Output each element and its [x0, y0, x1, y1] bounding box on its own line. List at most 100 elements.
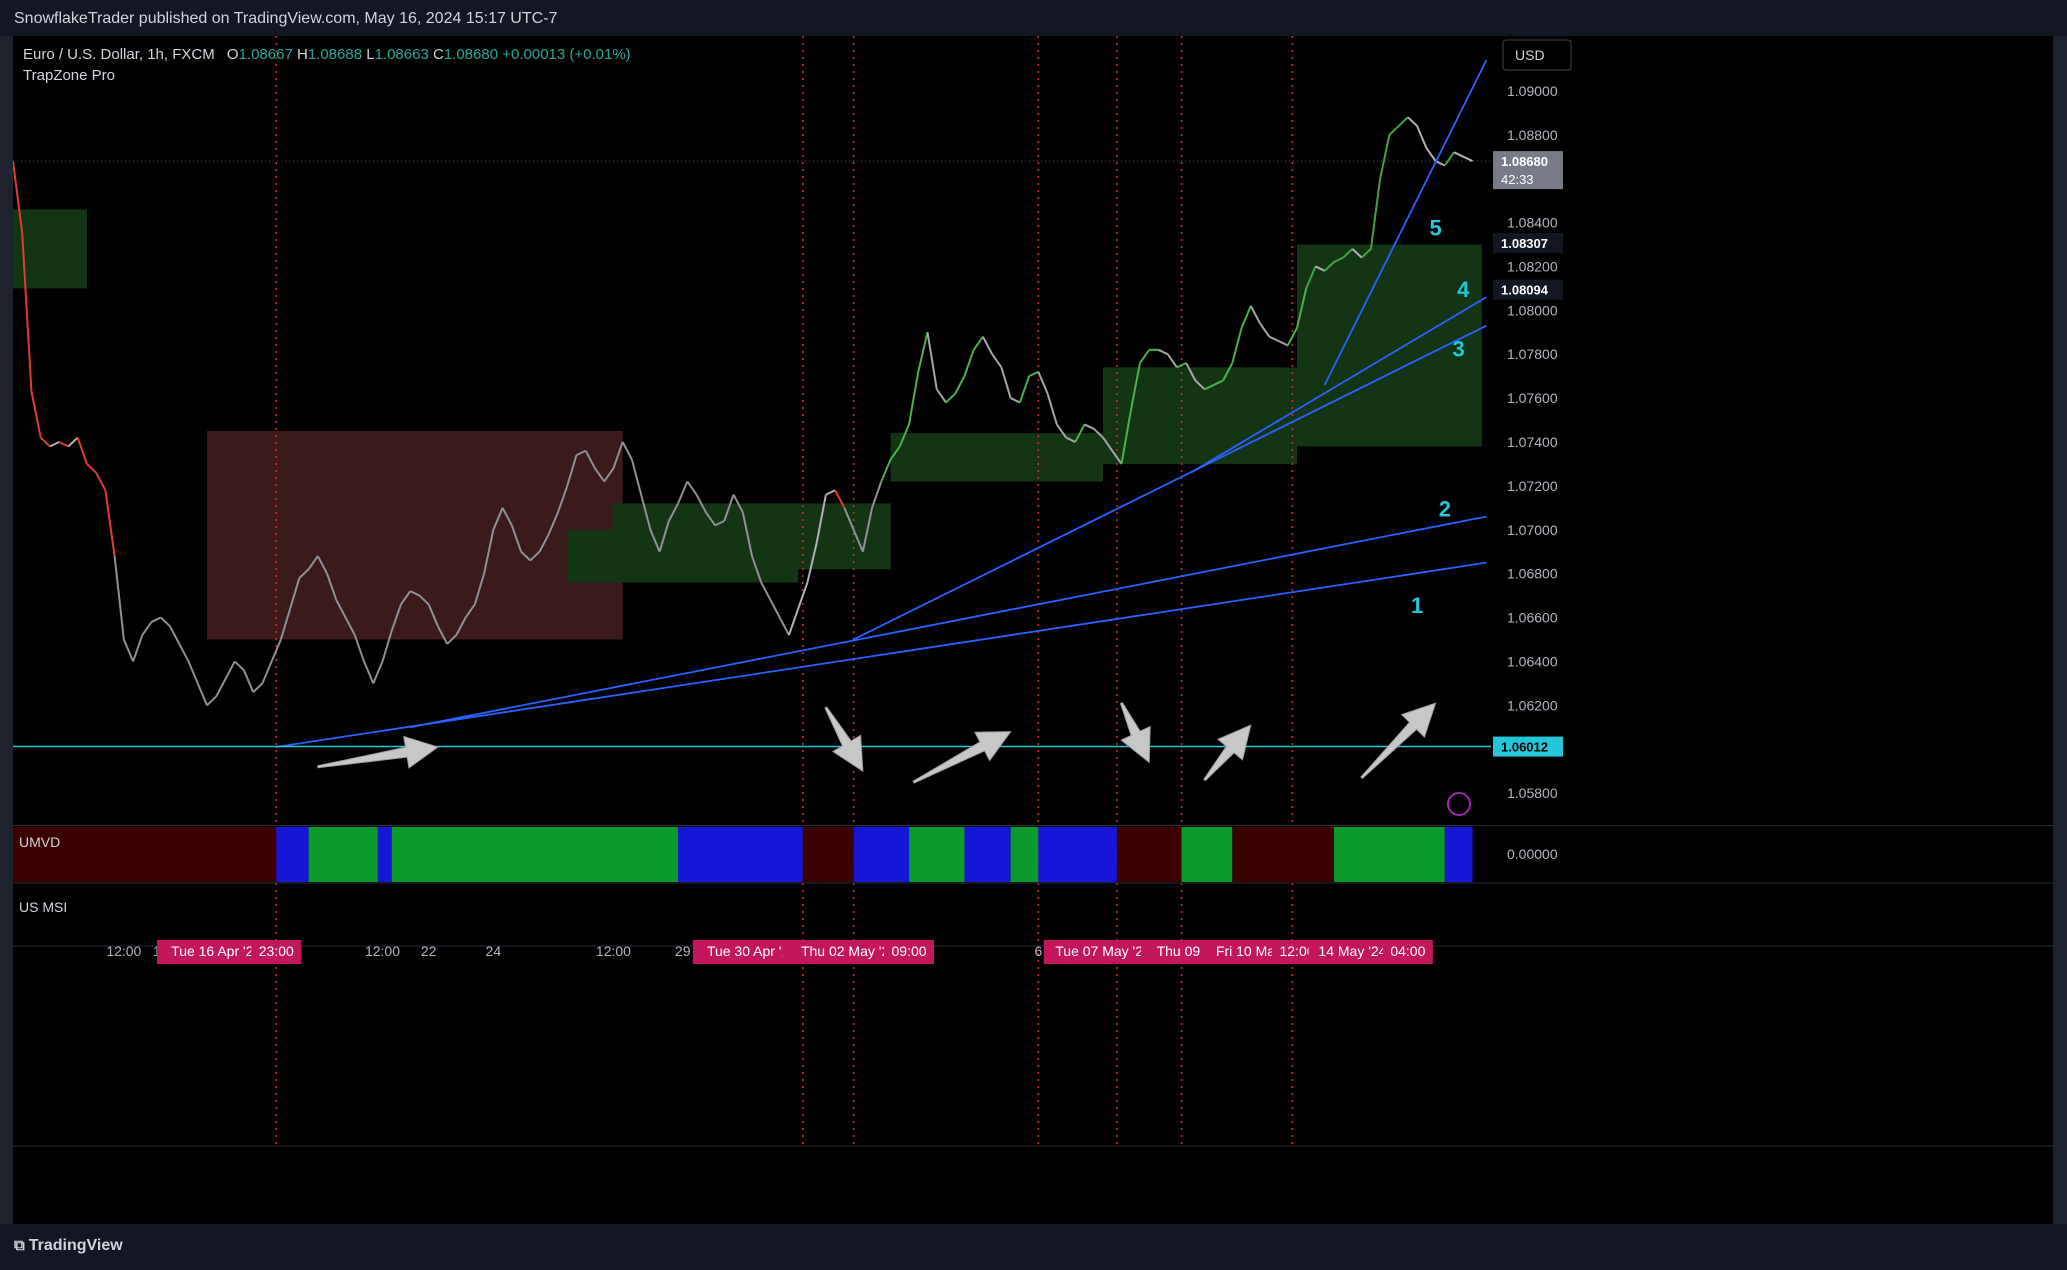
price-chart[interactable]: 1 2 3 4 5 1.09000 1.08800 1.08400 1.08200 1.08000…: [13, 36, 2053, 1224]
symbol-name[interactable]: Euro / U.S. Dollar, 1h, FXCM: [23, 46, 215, 63]
price-segment-5: [49, 441, 60, 448]
price-segment-57: [529, 550, 541, 562]
y-tick-11: 1.06600: [1507, 610, 1558, 626]
price-segment-40: [372, 661, 384, 684]
price-segment-152: [1407, 116, 1418, 127]
price-segment-147: [1360, 248, 1372, 259]
price-segment-155: [1435, 160, 1446, 167]
trendline-5: [1323, 59, 1488, 386]
price-segment-145: [1342, 248, 1354, 259]
price-segment-30: [279, 608, 292, 640]
y-tick-9: 1.07000: [1507, 522, 1558, 538]
price-segment-126: [1166, 353, 1178, 368]
price-segment-141: [1305, 266, 1317, 289]
publisher-text: SnowflakeTrader published on TradingView…: [14, 10, 558, 27]
open-label: O: [226, 46, 239, 63]
price-segment-139: [1286, 327, 1298, 346]
wave-label-5: 5: [1429, 216, 1441, 241]
price-segment-131: [1213, 379, 1224, 386]
price-segment-138: [1278, 340, 1289, 347]
price-segment-89: [825, 489, 836, 496]
price-segment-1: [13, 160, 24, 234]
price-segment-144: [1333, 256, 1344, 263]
y-tick-10: 1.06800: [1507, 566, 1558, 582]
price-segment-32: [298, 568, 310, 579]
close-label: C: [432, 46, 444, 63]
tradingview-brand[interactable]: ⧉ TradingView: [14, 1237, 123, 1255]
price-segment-37: [344, 617, 356, 636]
y-tick-13: 1.06200: [1507, 697, 1558, 713]
price-segment-24: [224, 660, 236, 680]
price-segment-130: [1204, 384, 1215, 391]
price-segment-158: [1462, 155, 1473, 162]
price-segment-65: [603, 467, 615, 483]
price-badge-1: [1493, 232, 1563, 253]
x-badge-text-2: Tue 30 Apr '24: [707, 943, 797, 959]
y-tick-6: 1.07600: [1507, 390, 1558, 406]
price-segment-104: [963, 349, 975, 377]
price-segment-10: [95, 472, 107, 491]
price-segment-35: [326, 573, 338, 601]
price-segment-86: [797, 582, 809, 610]
price-badge-value-0: 1.08680: [1501, 154, 1548, 169]
price-segment-50: [464, 603, 476, 619]
price-badge-0: [1493, 151, 1563, 190]
price-segment-108: [1000, 367, 1012, 399]
price-segment-42: [390, 604, 402, 632]
price-segment-91: [843, 507, 855, 531]
price-segment-61: [566, 454, 578, 487]
price-segment-118: [1093, 428, 1104, 439]
low-value: 1.08663: [374, 46, 429, 63]
price-segment-7: [67, 436, 79, 448]
price-segment-46: [427, 603, 439, 627]
price-segment-23: [215, 678, 227, 697]
price-segment-143: [1324, 261, 1335, 272]
price-segment-127: [1176, 362, 1187, 369]
lightning-icon: [1447, 792, 1471, 816]
umvd-band-2: [308, 827, 378, 882]
chart-area[interactable]: 1 2 3 4 5 1.09000 1.08800 1.08400 1.08200 1.08000…: [13, 36, 2053, 1224]
direction-arrow-5: [1360, 702, 1437, 780]
x-label-7: 6: [1034, 943, 1042, 959]
price-segment-19: [178, 643, 190, 662]
price-segment-39: [363, 661, 375, 684]
price-segment-107: [991, 353, 1003, 368]
price-segment-69: [640, 494, 652, 531]
trap-zone-6: [1297, 244, 1482, 447]
umvd-band-0: [13, 827, 277, 882]
price-segment-80: [741, 511, 753, 557]
x-badge-text-4: Thu 02 May '24: [801, 943, 897, 959]
price-segment-105: [972, 336, 984, 351]
price-segment-148: [1369, 178, 1382, 249]
indicator-name[interactable]: TrapZone Pro: [23, 67, 115, 84]
footer-bar: ⧉ TradingView: [0, 1224, 2067, 1270]
price-segment-51: [473, 573, 486, 605]
price-segment-99: [917, 332, 929, 372]
x-badge-text-0: Tue 16 Apr '24: [171, 943, 261, 959]
x-badge-12: [1382, 940, 1433, 964]
umvd-band-10: [1010, 827, 1039, 882]
price-segment-116: [1074, 423, 1086, 443]
x-label-4: 24: [486, 943, 502, 959]
x-badge-text-10: 12:00: [1279, 943, 1314, 959]
price-segment-121: [1120, 411, 1132, 465]
price-segment-9: [86, 463, 97, 474]
x-badge-text-6: Tue 07 May '24: [1055, 943, 1151, 959]
price-segment-149: [1379, 134, 1391, 179]
price-segment-95: [880, 459, 892, 482]
price-segment-123: [1139, 349, 1151, 364]
price-badge-3: [1493, 736, 1563, 757]
price-segment-72: [667, 502, 679, 522]
price-segment-135: [1249, 305, 1261, 324]
price-segment-20: [187, 661, 199, 684]
price-segment-36: [335, 599, 347, 618]
umvd-band-12: [1116, 827, 1182, 882]
umvd-band-3: [377, 827, 392, 882]
umvd-band-13: [1181, 827, 1233, 882]
umvd-band-7: [853, 827, 910, 882]
x-badge-text-11: 14 May '24: [1318, 943, 1386, 959]
trendline-3: [853, 324, 1487, 641]
y-tick-4: 1.08000: [1507, 302, 1558, 318]
publisher-bar: SnowflakeTrader published on TradingView…: [0, 0, 2067, 36]
x-badge-text-1: 23:00: [259, 943, 294, 959]
